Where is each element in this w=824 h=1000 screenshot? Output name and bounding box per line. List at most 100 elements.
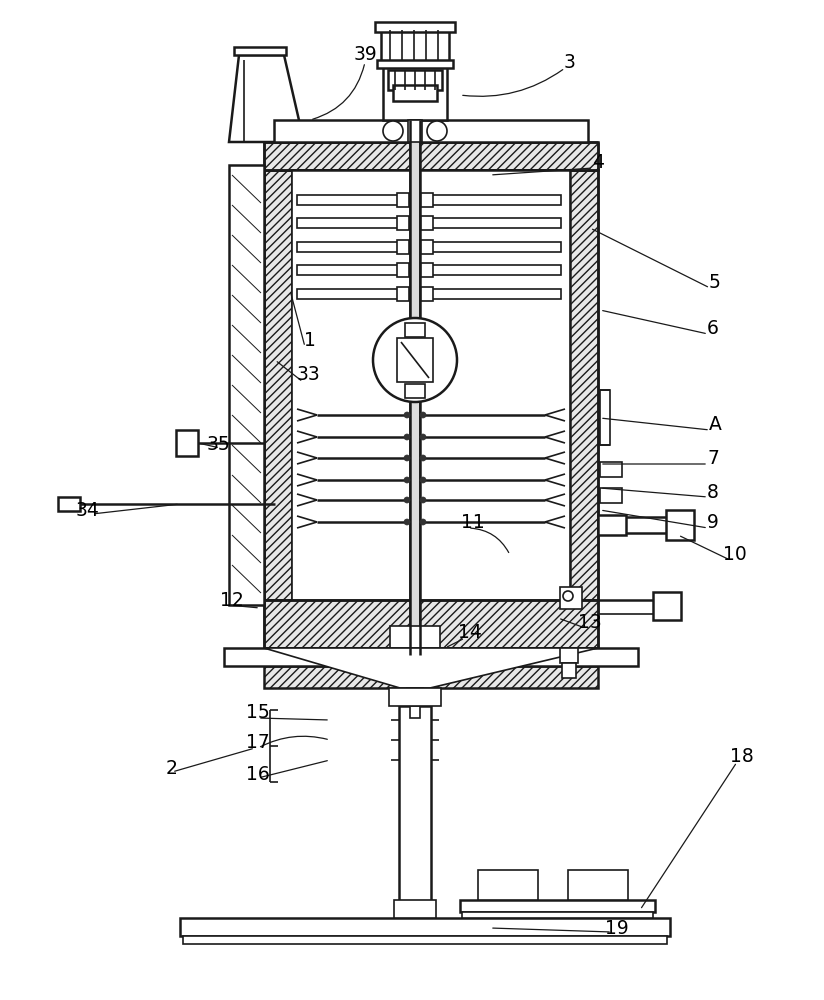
Bar <box>421 289 561 299</box>
Bar <box>393 85 437 101</box>
Bar <box>375 22 455 32</box>
Text: 6: 6 <box>707 318 719 338</box>
Bar <box>297 195 405 205</box>
Bar <box>389 688 441 706</box>
Bar <box>560 648 578 663</box>
Bar <box>397 193 409 207</box>
Text: 4: 4 <box>592 152 604 172</box>
Bar <box>460 900 655 912</box>
Circle shape <box>420 412 426 418</box>
Bar <box>560 587 582 609</box>
Bar <box>264 666 598 688</box>
Bar <box>568 870 628 900</box>
Text: 11: 11 <box>461 514 485 532</box>
Bar <box>264 142 598 170</box>
Circle shape <box>420 434 426 440</box>
Bar <box>408 120 422 142</box>
Circle shape <box>404 519 410 525</box>
Text: 3: 3 <box>564 52 576 72</box>
Circle shape <box>427 121 447 141</box>
Text: 1: 1 <box>304 330 316 350</box>
Text: 14: 14 <box>458 622 482 642</box>
Bar <box>562 663 576 678</box>
Bar <box>653 592 681 620</box>
Bar <box>377 60 453 68</box>
Circle shape <box>404 412 410 418</box>
Text: 9: 9 <box>707 512 719 532</box>
Text: 8: 8 <box>707 483 719 502</box>
Text: 35: 35 <box>206 436 230 454</box>
Bar <box>421 193 433 207</box>
Bar <box>405 384 425 398</box>
Bar <box>397 287 409 301</box>
Text: 2: 2 <box>166 758 178 778</box>
Text: 19: 19 <box>605 918 629 938</box>
Bar <box>264 170 292 600</box>
Bar <box>421 287 433 301</box>
Circle shape <box>420 477 426 483</box>
Text: 13: 13 <box>578 612 602 632</box>
Bar <box>600 488 622 503</box>
Bar <box>394 900 436 918</box>
Bar <box>383 65 447 120</box>
Bar <box>58 497 80 511</box>
Bar <box>234 47 286 55</box>
Bar <box>421 218 561 228</box>
Circle shape <box>563 591 573 601</box>
Bar <box>390 626 440 648</box>
Bar <box>600 390 610 445</box>
Polygon shape <box>264 648 598 688</box>
Polygon shape <box>264 600 598 648</box>
Bar <box>297 289 405 299</box>
Bar <box>292 170 570 600</box>
Circle shape <box>383 121 403 141</box>
Circle shape <box>404 477 410 483</box>
Bar <box>388 70 442 90</box>
Bar <box>229 165 264 605</box>
Bar <box>407 688 423 706</box>
Bar <box>421 263 433 277</box>
Circle shape <box>420 519 426 525</box>
Text: 39: 39 <box>353 45 377 64</box>
Bar <box>397 263 409 277</box>
Bar <box>462 912 653 918</box>
Bar <box>600 462 622 477</box>
Bar <box>176 430 198 456</box>
Bar <box>297 242 405 252</box>
Text: 7: 7 <box>707 448 719 468</box>
Bar <box>397 216 409 230</box>
Bar <box>180 918 670 936</box>
Text: 34: 34 <box>76 500 100 520</box>
Bar <box>478 870 538 900</box>
Bar <box>397 240 409 254</box>
Text: 17: 17 <box>246 732 270 752</box>
Bar <box>421 242 561 252</box>
Bar <box>410 120 420 655</box>
Text: 16: 16 <box>246 766 270 784</box>
Text: A: A <box>709 416 722 434</box>
Text: 15: 15 <box>246 702 270 722</box>
Bar <box>381 30 449 62</box>
Text: 5: 5 <box>709 272 721 292</box>
Circle shape <box>373 318 457 402</box>
Bar <box>297 265 405 275</box>
Bar <box>183 936 667 944</box>
Bar <box>224 648 638 666</box>
Bar <box>399 706 431 905</box>
Polygon shape <box>229 55 304 142</box>
Circle shape <box>420 497 426 503</box>
Circle shape <box>404 455 410 461</box>
Bar <box>421 240 433 254</box>
Bar <box>421 195 561 205</box>
Bar <box>421 216 433 230</box>
Bar <box>421 265 561 275</box>
Text: 12: 12 <box>220 590 244 609</box>
Circle shape <box>404 497 410 503</box>
Circle shape <box>420 455 426 461</box>
Bar <box>570 170 598 600</box>
Text: 10: 10 <box>723 546 747 564</box>
Bar <box>410 706 420 718</box>
Bar <box>274 120 588 142</box>
Bar <box>397 338 433 382</box>
Circle shape <box>404 434 410 440</box>
